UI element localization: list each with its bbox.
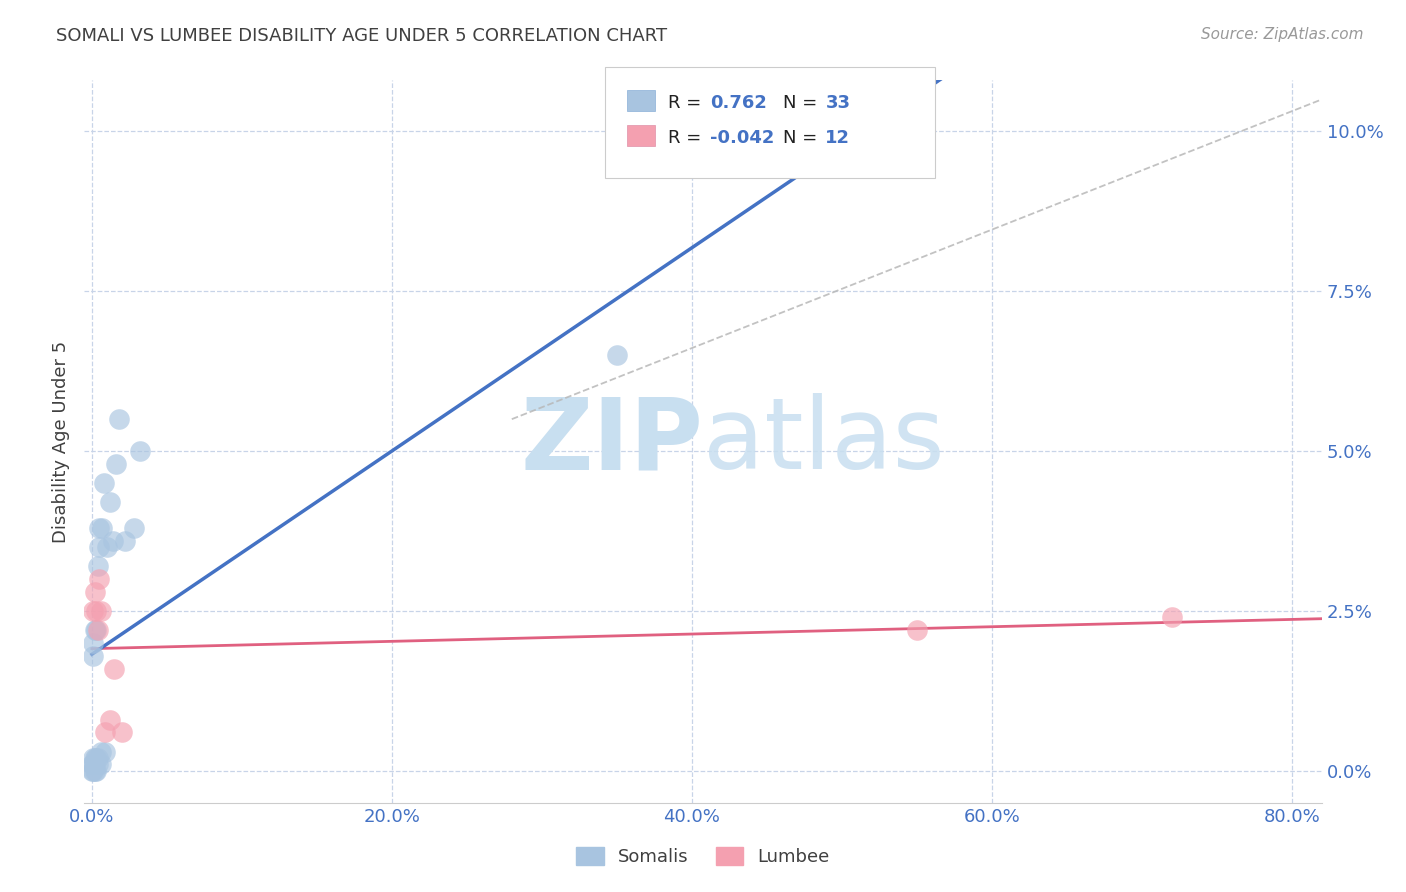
Point bbox=[87, 623, 110, 637]
Legend: Somalis, Lumbee: Somalis, Lumbee bbox=[569, 839, 837, 873]
Point bbox=[82, 636, 104, 650]
Point bbox=[83, 751, 105, 765]
Text: 12: 12 bbox=[825, 129, 851, 147]
Point bbox=[86, 604, 108, 618]
Point bbox=[86, 764, 108, 778]
Point bbox=[606, 348, 628, 362]
Point bbox=[80, 757, 103, 772]
Text: 0.762: 0.762 bbox=[710, 94, 766, 112]
Text: atlas: atlas bbox=[703, 393, 945, 490]
Point bbox=[98, 713, 121, 727]
Text: 33: 33 bbox=[825, 94, 851, 112]
Text: SOMALI VS LUMBEE DISABILITY AGE UNDER 5 CORRELATION CHART: SOMALI VS LUMBEE DISABILITY AGE UNDER 5 … bbox=[56, 27, 668, 45]
Point bbox=[111, 725, 134, 739]
Point bbox=[905, 623, 928, 637]
Point bbox=[90, 745, 112, 759]
Point bbox=[103, 661, 125, 675]
Point bbox=[90, 757, 112, 772]
Point bbox=[101, 533, 124, 548]
Point bbox=[96, 540, 118, 554]
Point bbox=[82, 757, 104, 772]
Point bbox=[83, 584, 105, 599]
Point bbox=[83, 764, 105, 778]
Text: N =: N = bbox=[783, 129, 823, 147]
Point bbox=[80, 764, 103, 778]
Y-axis label: Disability Age Under 5: Disability Age Under 5 bbox=[52, 341, 70, 542]
Point bbox=[90, 604, 112, 618]
Point bbox=[87, 559, 110, 574]
Point bbox=[104, 457, 127, 471]
Text: N =: N = bbox=[783, 94, 823, 112]
Point bbox=[114, 533, 136, 548]
Point bbox=[87, 751, 110, 765]
Point bbox=[93, 476, 115, 491]
Point bbox=[94, 725, 117, 739]
Point bbox=[98, 495, 121, 509]
Point bbox=[122, 521, 145, 535]
Point bbox=[82, 751, 104, 765]
Point bbox=[128, 444, 150, 458]
Text: R =: R = bbox=[668, 129, 707, 147]
Point bbox=[83, 757, 105, 772]
Point bbox=[89, 540, 111, 554]
Point bbox=[86, 751, 108, 765]
Text: R =: R = bbox=[668, 94, 707, 112]
Point bbox=[82, 764, 104, 778]
Point bbox=[83, 623, 105, 637]
Text: -0.042: -0.042 bbox=[710, 129, 775, 147]
Point bbox=[87, 757, 110, 772]
Point bbox=[89, 572, 111, 586]
Point bbox=[108, 412, 131, 426]
Point bbox=[1160, 610, 1182, 624]
Point bbox=[91, 521, 114, 535]
Text: ZIP: ZIP bbox=[520, 393, 703, 490]
Point bbox=[82, 648, 104, 663]
Point bbox=[89, 521, 111, 535]
Point bbox=[82, 604, 104, 618]
Point bbox=[94, 745, 117, 759]
Point bbox=[86, 623, 108, 637]
Text: Source: ZipAtlas.com: Source: ZipAtlas.com bbox=[1201, 27, 1364, 42]
